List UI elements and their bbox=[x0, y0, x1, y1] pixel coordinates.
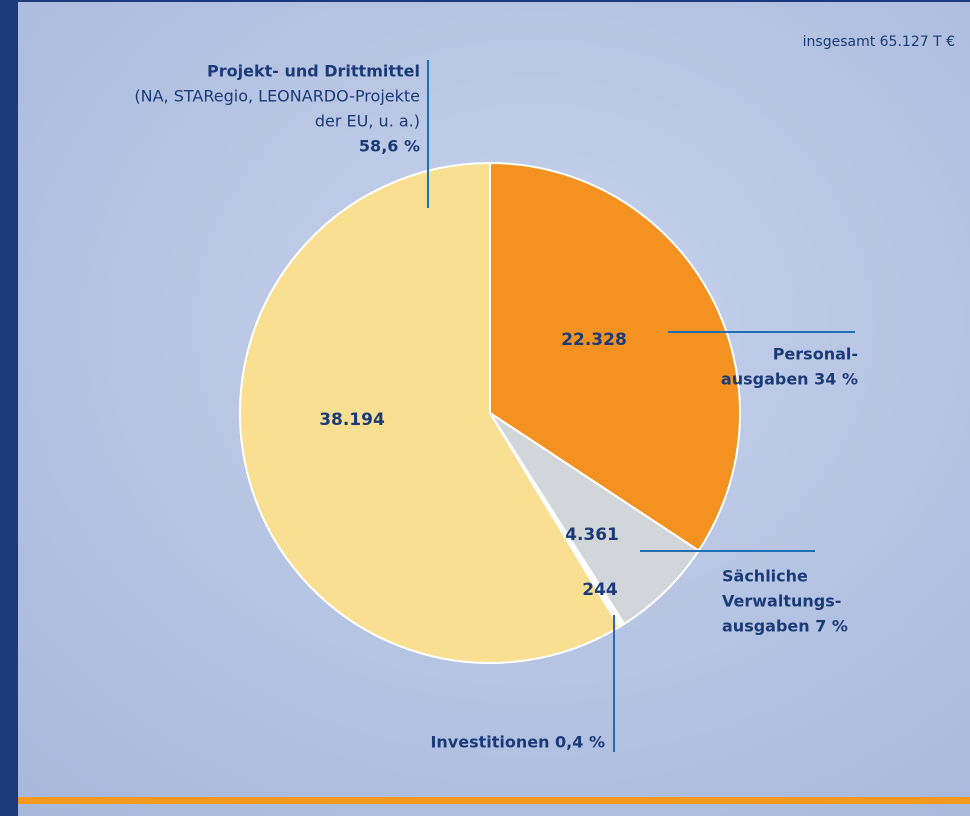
value-label: 4.361 bbox=[565, 525, 619, 545]
category-label: der EU, u. a.) bbox=[315, 112, 420, 131]
category-label: Verwaltungs- bbox=[722, 592, 841, 611]
value-label: 38.194 bbox=[319, 410, 385, 430]
left-bar bbox=[0, 0, 18, 816]
category-label: ausgaben 7 % bbox=[722, 617, 848, 636]
category-label: (NA, STARegio, LEONARDO-Projekte bbox=[134, 87, 420, 106]
total-annotation: insgesamt 65.127 T € bbox=[803, 34, 955, 50]
category-label: Sächliche bbox=[722, 567, 808, 586]
value-label: 22.328 bbox=[561, 330, 627, 350]
category-label: ausgaben 34 % bbox=[721, 370, 858, 389]
category-label: Personal- bbox=[773, 345, 858, 364]
category-label: Projekt- und Drittmittel bbox=[207, 62, 420, 81]
category-label: Investitionen 0,4 % bbox=[430, 733, 605, 752]
top-border bbox=[0, 0, 970, 2]
category-label: 58,6 % bbox=[359, 137, 420, 156]
bottom-bar bbox=[18, 797, 970, 804]
value-label: 244 bbox=[582, 580, 618, 600]
pie-slice bbox=[239, 161, 621, 664]
